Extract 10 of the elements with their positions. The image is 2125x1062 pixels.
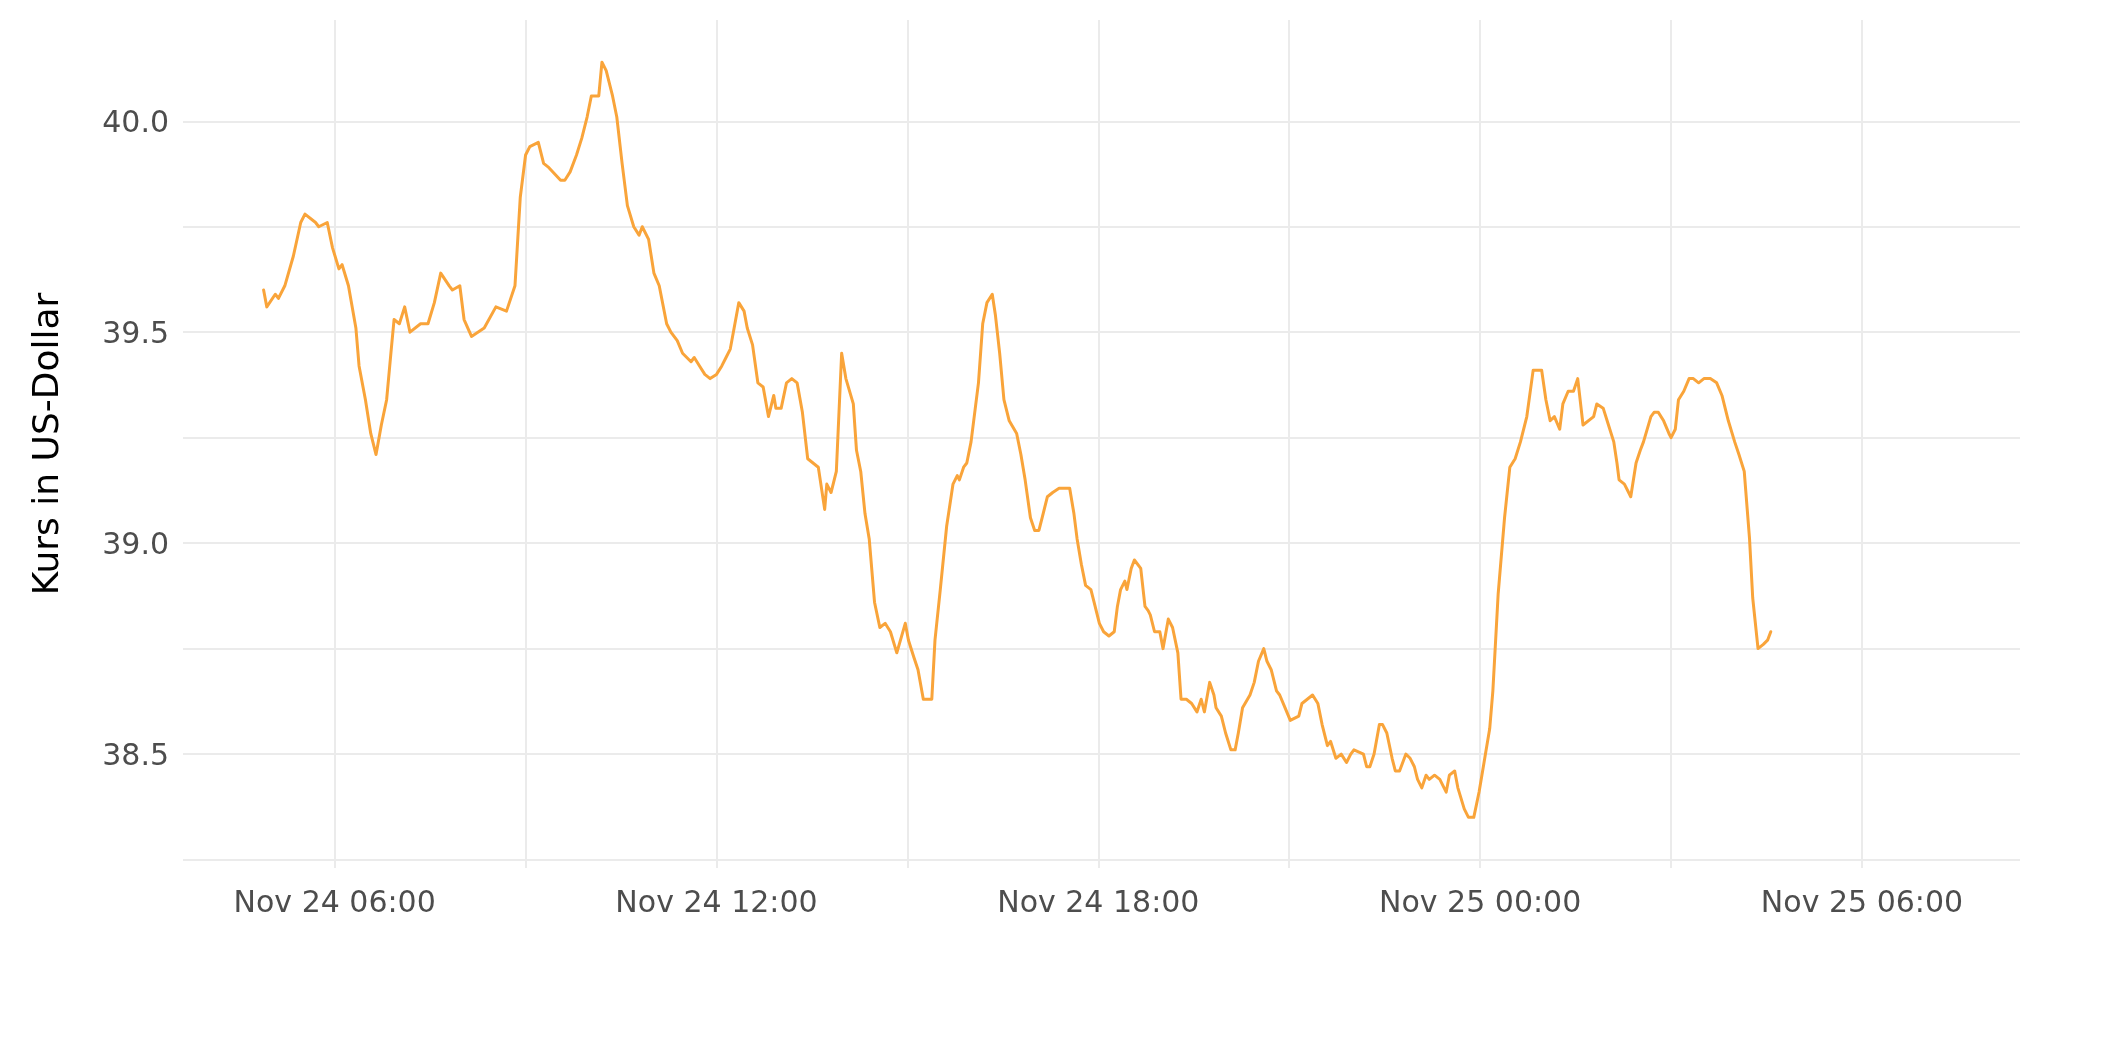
x-tick-label: Nov 25 06:00 [1760, 883, 1964, 919]
y-tick-label: 39.0 [102, 525, 169, 561]
x-tick-label: Nov 24 12:00 [615, 883, 818, 919]
y-axis-title: Kurs in US-Dollar [24, 292, 66, 596]
x-tick-label: Nov 25 00:00 [1379, 883, 1582, 919]
y-tick-label: 40.0 [102, 103, 169, 139]
y-tick-label: 38.5 [102, 736, 169, 772]
y-tick-label: 39.5 [102, 314, 169, 350]
x-tick-label: Nov 24 18:00 [997, 883, 1200, 919]
x-tick-label: Nov 24 06:00 [233, 883, 436, 919]
